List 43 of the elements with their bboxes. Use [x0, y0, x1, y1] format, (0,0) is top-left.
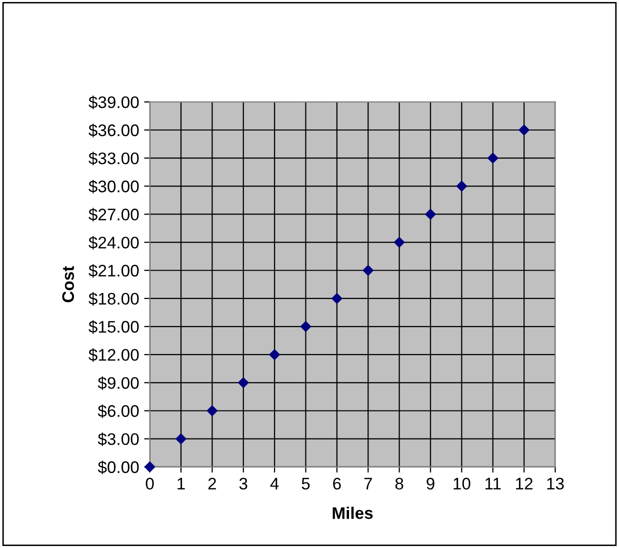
x-tick-label: 10 — [454, 478, 470, 490]
y-tick-label: $27.00 — [88, 208, 139, 222]
point — [456, 180, 467, 192]
x-tick-label: 11 — [485, 478, 501, 490]
point — [206, 405, 218, 416]
x-tick-label: 6 — [333, 478, 341, 490]
point — [518, 124, 530, 136]
x-tick-label: 0 — [146, 478, 154, 490]
y-tick-label: $3.00 — [98, 432, 139, 446]
y-tick-label: $0.00 — [98, 460, 139, 474]
x-tick-label: 1 — [178, 478, 185, 490]
x-tick-label: 4 — [270, 478, 279, 490]
y-tick-label: $15.00 — [88, 320, 139, 334]
x-tick-label: 9 — [426, 478, 434, 490]
y-tick-label: $33.00 — [88, 152, 139, 166]
point — [425, 208, 436, 220]
point — [176, 434, 186, 444]
y-tick-label: $30.00 — [88, 180, 139, 194]
x-tick-label: 5 — [302, 478, 310, 490]
point — [394, 237, 405, 248]
y-axis-title: Cost — [62, 266, 74, 302]
x-tick-label: 13 — [547, 478, 564, 490]
x-tick-label: 2 — [208, 478, 216, 490]
y-tick-label: $12.00 — [88, 348, 139, 362]
y-tick-label: $36.00 — [88, 124, 139, 138]
point — [488, 152, 498, 164]
x-tick-label: 3 — [239, 478, 248, 490]
y-tick-label: $39.00 — [88, 96, 139, 110]
point — [300, 321, 312, 332]
x-tick-label: 12 — [516, 478, 532, 490]
y-tick-label: $9.00 — [98, 376, 139, 390]
x-tick-label: 7 — [364, 478, 372, 490]
y-tick-label: $18.00 — [88, 292, 139, 306]
point — [238, 377, 249, 388]
x-tick-label: 8 — [395, 478, 404, 490]
y-tick-label: $6.00 — [98, 404, 139, 418]
y-tick-label: $24.00 — [88, 236, 139, 250]
point — [332, 293, 342, 304]
x-axis-title: Miles — [332, 506, 373, 519]
y-tick-label: $21.00 — [88, 264, 139, 278]
point — [144, 462, 156, 472]
point — [269, 349, 280, 360]
point — [362, 265, 374, 276]
